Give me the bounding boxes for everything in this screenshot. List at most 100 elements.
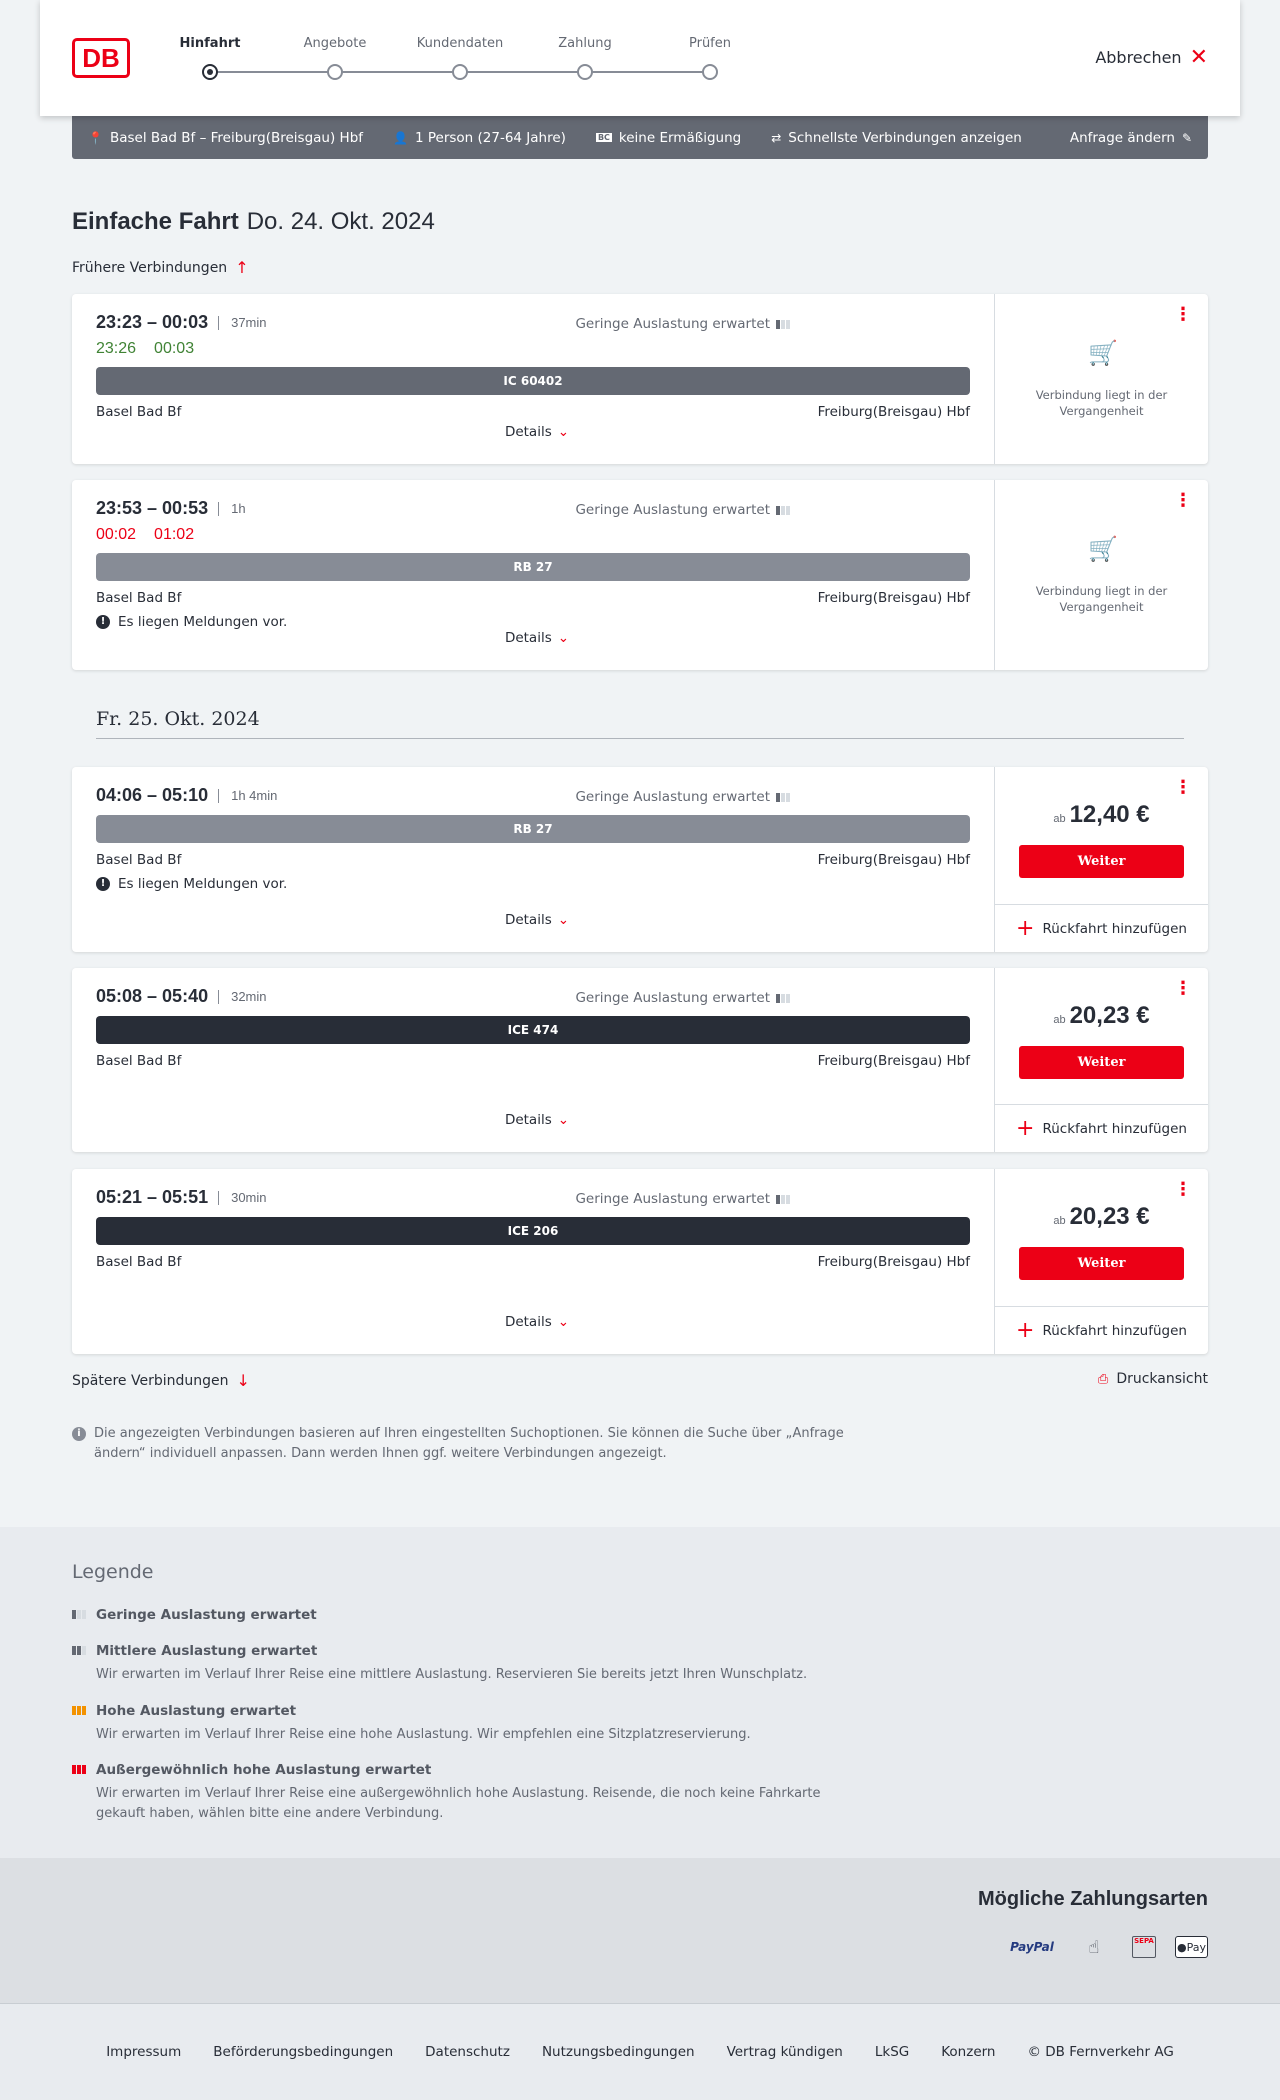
planned-times: 23:53 – 00:53 [96, 498, 209, 518]
footer-link[interactable]: Beförderungsbedingungen [213, 2044, 394, 2060]
occupancy-info: Geringe Auslastung erwartet [575, 502, 790, 518]
realtime-arrival: 01:02 [154, 526, 195, 543]
cart-unavailable-icon: 🛒 [1088, 535, 1118, 563]
continue-button[interactable]: Weiter [1019, 1247, 1184, 1280]
step-label: Prüfen [688, 36, 731, 51]
train-bar[interactable]: RB 27 [96, 815, 970, 843]
step-dot[interactable] [452, 64, 468, 80]
footer-link[interactable]: Impressum [106, 2044, 182, 2060]
more-options-icon[interactable]: ⋮ [1174, 304, 1192, 325]
connection-times: 23:53 – 00:53 1h [96, 498, 246, 519]
details-label: Details [504, 424, 552, 440]
pencil-icon: ✎ [1181, 130, 1192, 145]
occupancy-medium-icon [72, 1643, 86, 1659]
legend-item: Mittlere Auslastung erwartet Wir erwarte… [72, 1643, 872, 1685]
footer-link[interactable]: Konzern [941, 2044, 996, 2060]
add-return-button[interactable]: + Rückfahrt hinzufügen [995, 1306, 1208, 1354]
payment-title: Mögliche Zahlungsarten [977, 1888, 1208, 1910]
details-toggle[interactable]: Details ⌄ [472, 630, 602, 646]
footer-link[interactable]: LkSG [874, 2044, 910, 2060]
legend-item-title: Außergewöhnlich hohe Auslastung erwartet [96, 1762, 432, 1778]
print-label: Druckansicht [1116, 1371, 1208, 1387]
occupancy-text: Geringe Auslastung erwartet [575, 316, 770, 332]
print-view-link[interactable]: ⎙ Druckansicht [1098, 1371, 1208, 1387]
footer: Impressum Beförderungsbedingungen Datensch… [0, 2003, 1280, 2100]
legend-item-desc: Wir erwarten im Verlauf Ihrer Reise eine… [96, 1667, 808, 1682]
footer-link[interactable]: Nutzungsbedingungen [541, 2044, 695, 2060]
chevron-down-icon: ⌄ [557, 1112, 570, 1128]
continue-button[interactable]: Weiter [1019, 1046, 1184, 1079]
offer-panel: ⋮ 🛒 Verbindung liegt in der Vergangenheit [994, 480, 1208, 670]
alert-icon: ! [96, 615, 110, 629]
train-bar[interactable]: ICE 206 [96, 1217, 970, 1245]
cancel-button[interactable]: Abbrechen ✕ [1095, 46, 1208, 68]
arrival-station: Freiburg(Breisgau) Hbf [817, 1254, 970, 1270]
step-dot[interactable] [577, 64, 593, 80]
earlier-connections-link[interactable]: Frühere Verbindungen ↑ [72, 258, 249, 277]
occupancy-text: Geringe Auslastung erwartet [575, 502, 770, 518]
add-return-button[interactable]: + Rückfahrt hinzufügen [995, 904, 1208, 952]
price: ab 20,23 € [995, 1002, 1208, 1030]
step-label: Kundendaten [416, 36, 504, 51]
duration: 1h 4min [218, 788, 277, 803]
info-note-text: Die angezeigten Verbindungen basieren au… [94, 1426, 844, 1461]
step-dot[interactable] [702, 64, 718, 80]
offer-panel: ⋮ ab 20,23 € Weiter + Rückfahrt hinzufügen [994, 968, 1208, 1152]
paypal-label: PayPal [1010, 1940, 1054, 1954]
train-bar[interactable]: IC 60402 [96, 367, 970, 395]
price-prefix: ab [1053, 813, 1066, 825]
more-options-icon[interactable]: ⋮ [1174, 490, 1192, 511]
train-bar[interactable]: ICE 474 [96, 1016, 970, 1044]
departure-station: Basel Bad Bf [96, 404, 182, 420]
chevron-down-icon: ⌄ [557, 424, 570, 440]
fastest-text: Schnellste Verbindungen anzeigen [788, 129, 1022, 146]
price: ab 12,40 € [995, 801, 1208, 829]
persons-info: 👤 1 Person (27-64 Jahre) [393, 130, 566, 146]
connection-card[interactable]: 05:08 – 05:40 32min Geringe Auslastung er… [72, 968, 1208, 1152]
connection-times: 05:08 – 05:40 32min [96, 986, 267, 1007]
more-options-icon[interactable]: ⋮ [1174, 978, 1192, 999]
arrow-up-icon: ↑ [235, 258, 249, 277]
connection-card[interactable]: 23:53 – 00:53 1h 00:02 01:02 Geringe Ausla… [72, 480, 1208, 670]
location-pin-icon: 📍 [88, 130, 103, 145]
add-return-label: Rückfahrt hinzufügen [1042, 1120, 1187, 1137]
details-label: Details [504, 1314, 552, 1330]
connection-card[interactable]: 23:23 – 00:03 37min 23:26 00:03 Geringe Au… [72, 294, 1208, 464]
connection-card[interactable]: 04:06 – 05:10 1h 4min Geringe Auslastung … [72, 767, 1208, 952]
apple-logo: ● [1177, 1940, 1187, 1954]
later-connections-link[interactable]: Spätere Verbindungen ↓ [72, 1371, 250, 1390]
realtime-times: 00:02 01:02 [96, 526, 194, 544]
details-toggle[interactable]: Details ⌄ [472, 912, 602, 928]
connection-times: 04:06 – 05:10 1h 4min [96, 785, 277, 806]
occupancy-info: Geringe Auslastung erwartet [575, 789, 790, 805]
details-toggle[interactable]: Details ⌄ [472, 424, 602, 440]
trip-date: Do. 24. Okt. 2024 [246, 208, 435, 235]
footer-link[interactable]: © DB Fernverkehr AG [1027, 2044, 1174, 2060]
chevron-down-icon: ⌄ [557, 912, 570, 928]
continue-button[interactable]: Weiter [1019, 845, 1184, 878]
more-options-icon[interactable]: ⋮ [1174, 777, 1192, 798]
price-value: 12,40 € [1069, 801, 1150, 828]
planned-times: 05:21 – 05:51 [96, 1187, 209, 1207]
step-dot[interactable] [327, 64, 343, 80]
details-toggle[interactable]: Details ⌄ [472, 1112, 602, 1128]
duration: 1h [218, 501, 246, 516]
more-options-icon[interactable]: ⋮ [1174, 1179, 1192, 1200]
swap-arrows-icon: ⇄ [771, 130, 782, 145]
step-dot[interactable] [202, 64, 218, 80]
add-return-label: Rückfahrt hinzufügen [1042, 1322, 1187, 1339]
legend-item-title: Mittlere Auslastung erwartet [96, 1643, 318, 1659]
bahncard-icon: BC [595, 133, 612, 142]
occupancy-low-icon [776, 1194, 790, 1204]
footer-link[interactable]: Vertrag kündigen [726, 2044, 843, 2060]
legend-item-title: Hohe Auslastung erwartet [96, 1703, 297, 1719]
plus-icon: + [1016, 1115, 1035, 1141]
add-return-button[interactable]: + Rückfahrt hinzufügen [995, 1104, 1208, 1152]
train-bar[interactable]: RB 27 [96, 553, 970, 581]
footer-link[interactable]: Datenschutz [425, 2044, 510, 2060]
legend-item-title: Geringe Auslastung erwartet [96, 1607, 317, 1623]
db-logo[interactable]: DB [72, 38, 130, 78]
details-toggle[interactable]: Details ⌄ [472, 1314, 602, 1330]
edit-request-button[interactable]: Anfrage ändern ✎ [1070, 130, 1192, 146]
connection-card[interactable]: 05:21 – 05:51 30min Geringe Auslastung er… [72, 1169, 1208, 1354]
